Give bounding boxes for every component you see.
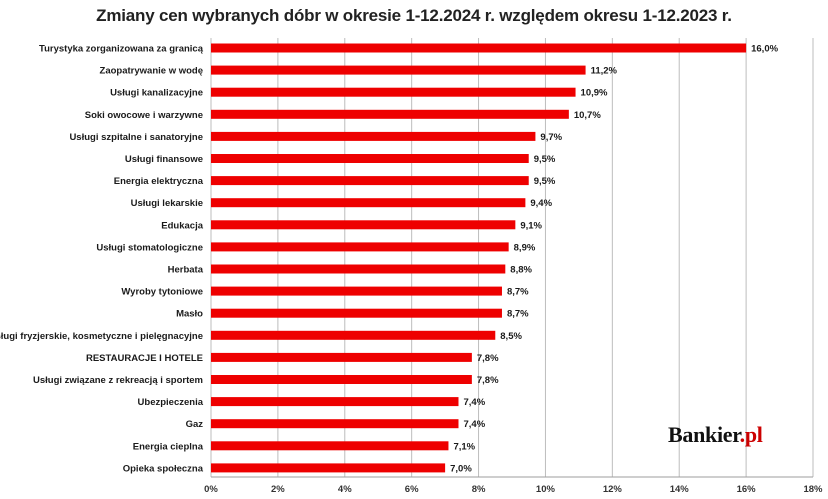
value-labels: 16,0% 11,2% 10,9% 10,7% 9,7% 9,5% 9,5% 9,4% 9,1%… — [450, 44, 778, 475]
category-label: Edukacja — [161, 220, 203, 231]
value-label: 8,8% — [510, 265, 532, 276]
bar — [211, 264, 506, 274]
category-labels: Turystyka zorganizowana za granicą Zaopat… — [0, 44, 204, 475]
x-tick-label: 0% — [204, 484, 218, 495]
bar — [211, 352, 472, 362]
category-label: Energia elektryczna — [114, 176, 204, 187]
category-label: Energia cieplna — [133, 441, 204, 452]
value-label: 9,5% — [534, 154, 556, 165]
category-label: Herbata — [168, 265, 204, 276]
bar — [211, 330, 496, 340]
category-label: RESTAURACJE I HOTELE — [86, 353, 203, 364]
category-label: Usługi kanalizacyjne — [110, 88, 203, 99]
value-label: 8,5% — [500, 331, 522, 342]
value-label: 10,9% — [581, 88, 608, 99]
x-tick-label: 2% — [271, 484, 285, 495]
bar — [211, 109, 569, 119]
bar — [211, 43, 747, 53]
value-label: 8,7% — [507, 287, 529, 298]
bars — [211, 43, 747, 473]
category-label: Gaz — [186, 419, 204, 430]
bar — [211, 242, 509, 252]
category-label: Turystyka zorganizowana za granicą — [39, 44, 204, 55]
x-tick-label: 6% — [405, 484, 419, 495]
brand-name: Bankier — [668, 422, 740, 447]
brand-suffix: .pl — [739, 422, 763, 447]
x-tick-label: 14% — [670, 484, 690, 495]
x-tick-label: 16% — [737, 484, 757, 495]
category-label: Usługi finansowe — [125, 154, 203, 165]
bar — [211, 65, 586, 75]
x-axis-ticks: 0% 2% 4% 6% 8% 10% 12% 14% 16% 18% — [204, 484, 823, 495]
bar — [211, 198, 526, 208]
x-tick-label: 10% — [536, 484, 556, 495]
value-label: 7,1% — [453, 441, 475, 452]
value-label: 9,4% — [530, 198, 552, 209]
category-label: Usługi związane z rekreacją i sportem — [33, 375, 203, 386]
x-tick-label: 18% — [803, 484, 823, 495]
value-label: 7,4% — [463, 419, 485, 430]
value-label: 8,9% — [514, 242, 536, 253]
category-label: Zaopatrywanie w wodę — [100, 66, 203, 77]
bar — [211, 397, 459, 407]
category-label: Soki owocowe i warzywne — [85, 110, 203, 121]
bar — [211, 308, 502, 318]
bankier-logo: Bankier.pl — [668, 422, 763, 448]
value-label: 11,2% — [591, 66, 618, 77]
bar — [211, 419, 459, 429]
grid-lines — [210, 38, 814, 478]
value-label: 10,7% — [574, 110, 601, 121]
category-label: Masło — [176, 309, 203, 320]
value-label: 8,7% — [507, 309, 529, 320]
x-tick-label: 8% — [472, 484, 486, 495]
bar — [211, 286, 502, 296]
x-tick-label: 12% — [603, 484, 623, 495]
category-label: Usługi lekarskie — [131, 198, 203, 209]
category-label: Opieka społeczna — [123, 463, 204, 474]
bar — [211, 463, 446, 473]
category-label: Wyroby tytoniowe — [121, 287, 203, 298]
bar — [211, 131, 536, 141]
category-label: Usługi szpitalne i sanatoryjne — [69, 132, 203, 143]
category-label: Usługi stomatologiczne — [96, 242, 203, 253]
value-label: 7,8% — [477, 353, 499, 364]
category-label: Usługi fryzjerskie, kosmetyczne i pielęg… — [0, 331, 203, 342]
chart-title: Zmiany cen wybranych dóbr w okresie 1-12… — [96, 6, 732, 25]
value-label: 7,4% — [463, 397, 485, 408]
bar — [211, 441, 449, 451]
value-label: 9,1% — [520, 220, 542, 231]
bar — [211, 176, 529, 186]
value-label: 9,5% — [534, 176, 556, 187]
x-tick-label: 4% — [338, 484, 352, 495]
bar — [211, 87, 576, 97]
bar — [211, 375, 472, 384]
bar — [211, 154, 529, 163]
value-label: 7,0% — [450, 463, 472, 474]
category-label: Ubezpieczenia — [138, 397, 204, 408]
value-label: 9,7% — [540, 132, 562, 143]
value-label: 7,8% — [477, 375, 499, 386]
bar — [211, 220, 516, 230]
value-label: 16,0% — [751, 44, 778, 55]
